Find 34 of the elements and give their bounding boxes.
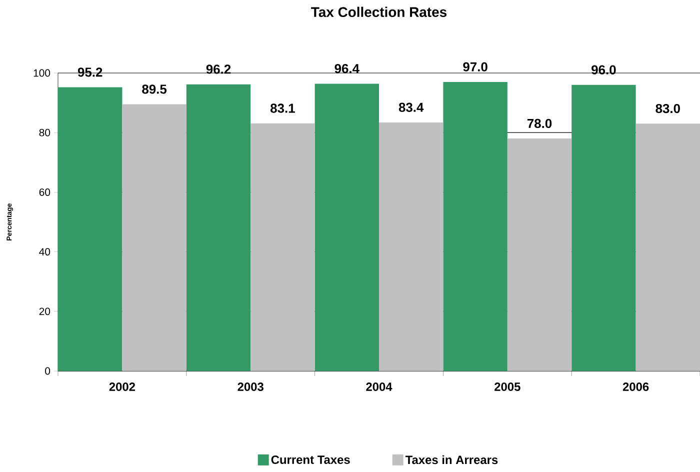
data-label: 83.4 bbox=[398, 102, 424, 112]
x-tick-label: 2002 bbox=[109, 382, 136, 391]
data-label: 89.5 bbox=[142, 84, 167, 94]
y-tick-label: 20 bbox=[39, 308, 50, 316]
data-label: 96.2 bbox=[206, 64, 231, 74]
bar bbox=[122, 104, 186, 371]
x-tick-label: 2005 bbox=[494, 382, 520, 391]
bar bbox=[314, 84, 379, 371]
data-label: 95.2 bbox=[78, 68, 102, 77]
data-label: 96.0 bbox=[592, 65, 616, 74]
legend-label: Current Taxes bbox=[271, 455, 350, 464]
bar bbox=[250, 123, 315, 371]
x-tick-label: 2004 bbox=[366, 382, 392, 391]
bar bbox=[186, 84, 251, 371]
x-tick-label: 2006 bbox=[622, 382, 649, 391]
y-tick-label: 0 bbox=[45, 367, 50, 375]
bar bbox=[58, 87, 122, 371]
y-tick-label: 100 bbox=[34, 69, 50, 77]
bar bbox=[443, 82, 508, 371]
x-tick-label: 2003 bbox=[238, 382, 264, 392]
data-label: 83.1 bbox=[270, 104, 295, 113]
bar bbox=[572, 84, 636, 371]
y-tick-label: 40 bbox=[39, 248, 50, 256]
data-label: 96.4 bbox=[334, 64, 360, 74]
y-tick-label: 80 bbox=[39, 128, 50, 136]
data-label: 83.0 bbox=[656, 104, 680, 114]
data-label: 78.0 bbox=[527, 118, 552, 128]
y-tick-label: 60 bbox=[39, 188, 50, 196]
bar bbox=[379, 122, 444, 371]
data-label: 97.0 bbox=[463, 62, 488, 72]
chart-title: Tax Collection Rates bbox=[311, 6, 446, 18]
legend-label: Taxes in Arrears bbox=[405, 455, 498, 464]
bar bbox=[507, 138, 572, 371]
bar bbox=[636, 124, 700, 371]
